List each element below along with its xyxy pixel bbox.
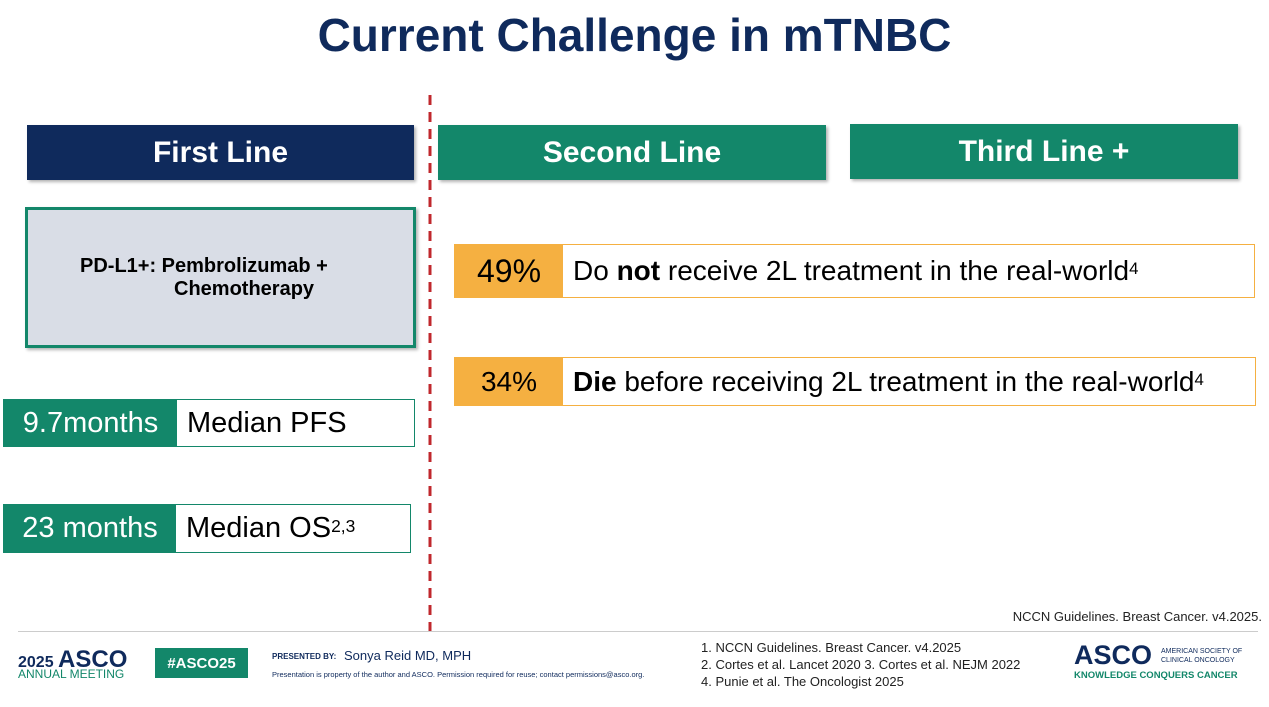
meeting-org: ASCO <box>58 646 128 673</box>
reference: 1. NCCN Guidelines. Breast Cancer. v4.20… <box>701 640 962 655</box>
meeting-logo: 2025 ASCO <box>18 646 127 674</box>
stat-label: Do not receive 2L treatment in the real-… <box>563 245 1138 297</box>
stat-label: Die before receiving 2L treatment in the… <box>563 358 1204 405</box>
superscript: 2,3 <box>331 516 356 536</box>
column-header: First Line <box>27 125 414 180</box>
stat-value: 23 months <box>4 505 176 552</box>
stat-value: 49% <box>455 245 563 297</box>
reference: 4. Punie et al. The Oncologist 2025 <box>701 674 904 689</box>
asco-logo-text: AMERICAN SOCIETY OF CLINICAL ONCOLOGY <box>1161 647 1242 665</box>
stat-text-bold: Die <box>573 365 617 397</box>
asco-logo: ASCO <box>1074 640 1153 670</box>
stat-box: 9.7months Median PFS <box>3 399 415 447</box>
stat-value: 9.7months <box>4 400 177 446</box>
column-header: Third Line + <box>850 124 1238 179</box>
stat-value: 34% <box>455 358 563 405</box>
reference: 2. Cortes et al. Lancet 2020 3. Cortes e… <box>701 657 1021 672</box>
stat-text: before receiving 2L treatment in the rea… <box>616 365 1195 397</box>
stat-label: Median OS 2,3 <box>176 505 355 552</box>
logo-line: AMERICAN SOCIETY OF <box>1161 648 1243 655</box>
column-header: Second Line <box>438 125 826 180</box>
regimen-box: PD-L1+: Pembrolizumab + Chemotherapy <box>25 207 416 348</box>
stat-box: 49% Do not receive 2L treatment in the r… <box>454 244 1255 298</box>
stat-label: Median PFS <box>187 406 347 439</box>
stat-box: 23 months Median OS 2,3 <box>3 504 411 553</box>
stat-text: Median OS <box>186 512 332 544</box>
regimen-line: Chemotherapy <box>174 277 315 300</box>
superscript: 4 <box>1194 369 1204 389</box>
source-note: NCCN Guidelines. Breast Cancer. v4.2025. <box>1012 609 1262 624</box>
references: 1. NCCN Guidelines. Breast Cancer. v4.20… <box>701 639 1020 690</box>
notice: Presentation is property of the author a… <box>272 670 645 679</box>
title: Current Challenge in mTNBC <box>317 9 952 61</box>
tagline: KNOWLEDGE CONQUERS CANCER <box>1074 670 1238 681</box>
hashtag: #ASCO25 <box>155 648 248 678</box>
stat-text-bold: not <box>616 255 661 286</box>
logo-line: CLINICAL ONCOLOGY <box>1161 657 1235 664</box>
meeting-year: 2025 <box>18 654 54 671</box>
divider <box>428 95 432 633</box>
presented-by-label: PRESENTED BY: <box>272 652 337 661</box>
stat-box: 34% Die before receiving 2L treatment in… <box>454 357 1256 406</box>
meeting-name: ANNUAL MEETING <box>18 667 125 681</box>
stat-text: Do <box>573 255 617 286</box>
footer-rule <box>18 631 1258 632</box>
stat-text: receive 2L treatment in the real-world <box>660 255 1130 286</box>
regimen-line: PD-L1+: Pembrolizumab + <box>80 254 328 277</box>
presenter: Sonya Reid MD, MPH <box>344 648 472 663</box>
superscript: 4 <box>1129 259 1139 278</box>
